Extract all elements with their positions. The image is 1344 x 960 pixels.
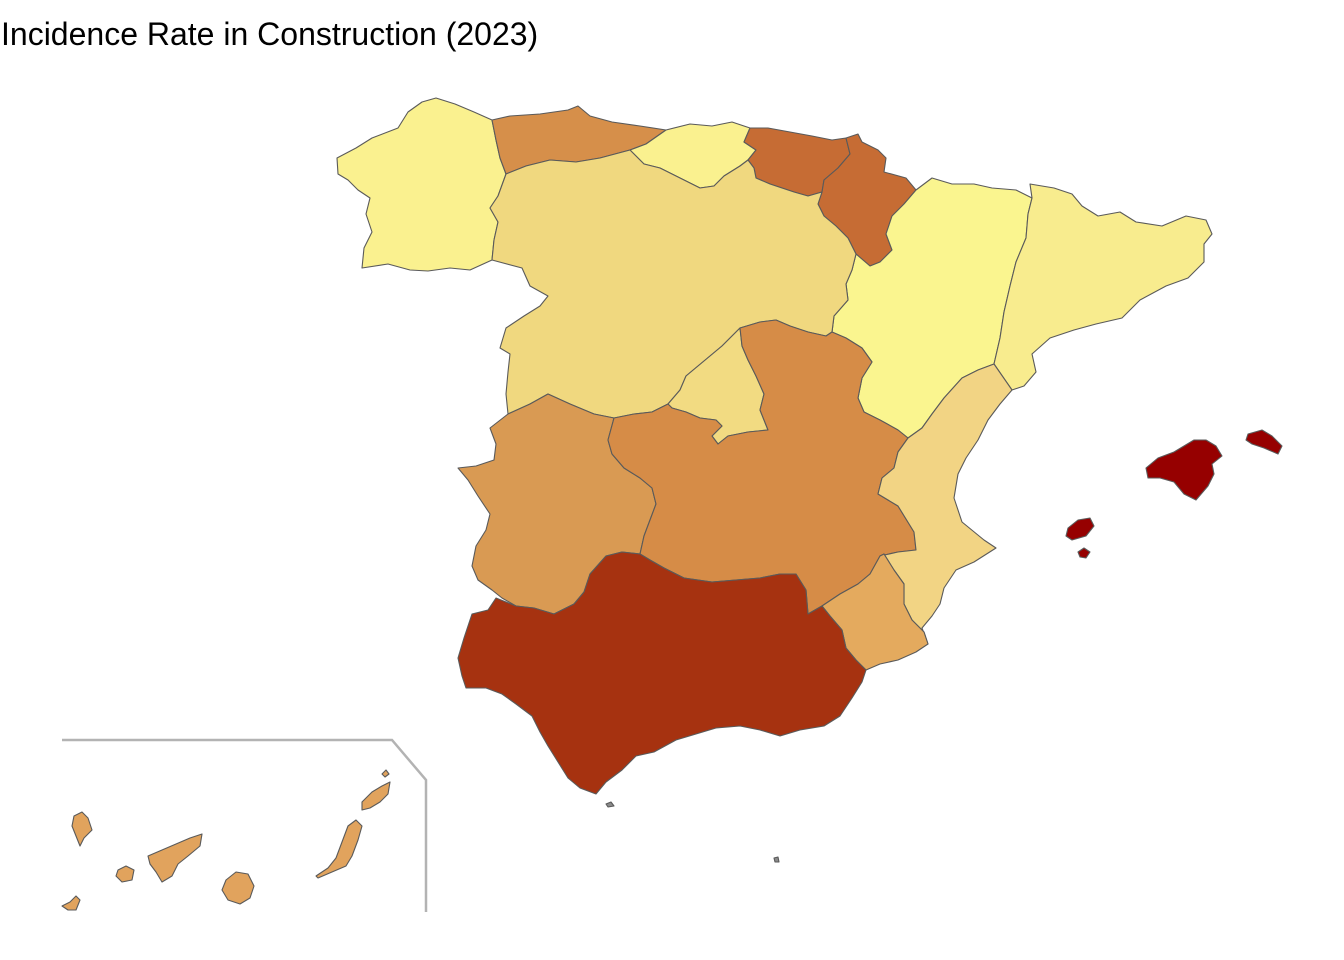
region-ceuta — [605, 801, 615, 808]
region-canarias-la-gomera — [115, 865, 135, 883]
region-illes-balears-mallorca — [1145, 439, 1223, 501]
canarias-inset-frame — [62, 738, 428, 912]
region-cataluna — [993, 183, 1213, 391]
map-title: Incidence Rate in Construction (2023) — [1, 16, 539, 52]
region-galicia — [336, 97, 507, 272]
region-canarias-la-palma — [71, 811, 93, 847]
region-canarias-tenerife — [147, 833, 203, 883]
region-melilla — [773, 856, 780, 863]
region-canarias-lanzarote — [361, 781, 391, 811]
region-canarias-fuerteventura — [315, 819, 363, 879]
region-canarias-el-hierro — [61, 895, 81, 911]
region-canarias-la-graciosa — [381, 769, 390, 778]
region-region-de-murcia — [821, 553, 929, 671]
region-canarias-gran-canaria — [221, 871, 255, 905]
region-illes-balears-formentera — [1077, 547, 1091, 559]
region-andalucia — [457, 551, 867, 795]
region-illes-balears-ibiza — [1065, 517, 1095, 541]
region-illes-balears-menorca — [1245, 429, 1283, 455]
